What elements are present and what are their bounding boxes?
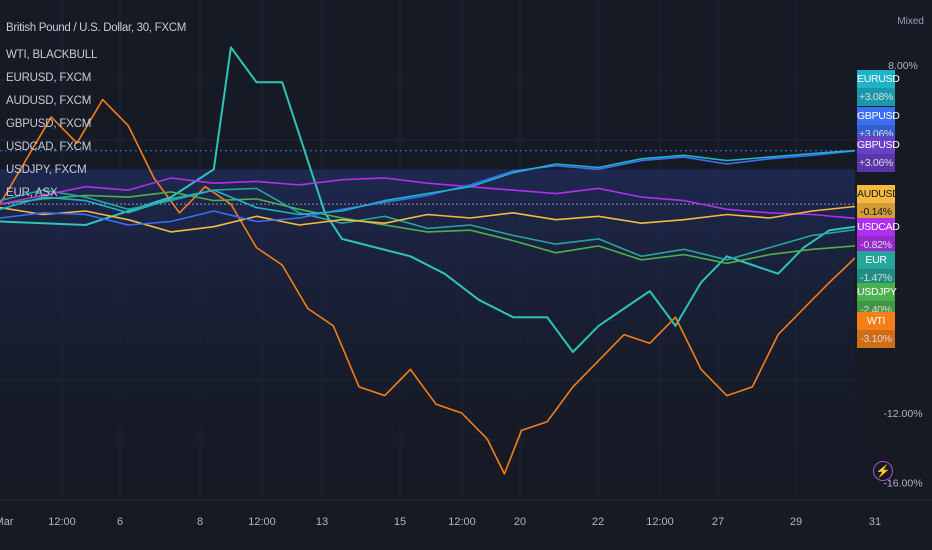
x-tick-label: 15 (394, 516, 406, 528)
series-line-eur (0, 187, 856, 261)
chart-title: British Pound / U.S. Dollar, 30, FXCM (6, 22, 186, 34)
price-tag-usdcad: USDCAD-0.82% (857, 218, 932, 254)
scale-mode-label[interactable]: Mixed (897, 16, 924, 27)
y-tick-label: 8.00% (888, 60, 918, 72)
legend-item[interactable]: EUR, ASX (6, 187, 58, 199)
y-tick-label: -12.00% (883, 408, 922, 420)
x-tick-label: 20 (514, 516, 526, 528)
x-tick-label: 6 (117, 516, 123, 528)
legend-item[interactable]: AUDUSD, FXCM (6, 95, 92, 107)
series-line-gbpusd (0, 150, 856, 226)
series-line-eurusd (0, 149, 856, 216)
x-tick-label: Mar (0, 516, 14, 528)
legend-item[interactable]: EURUSD, FXCM (6, 72, 92, 84)
legend-item[interactable]: USDCAD, FXCM (6, 141, 92, 153)
x-tick-label: 27 (712, 516, 724, 528)
x-tick-label: 8 (197, 516, 203, 528)
price-tag-audusd: AUDUSD-0.14% (857, 185, 932, 221)
legend-item[interactable]: WTI, BLACKBULL (6, 49, 98, 61)
lightning-icon[interactable]: ⚡ (873, 461, 893, 481)
y-tick-label: -16.00% (883, 478, 922, 490)
x-tick-label: 31 (869, 516, 881, 528)
x-tick-label: 29 (790, 516, 802, 528)
price-tag-gbpusd: GBPUSD+3.06% (857, 136, 932, 172)
series-line-wti (0, 98, 856, 475)
price-tag-wti: WTI-3.10% (857, 312, 932, 348)
series-line-usdjpy (0, 191, 856, 265)
series-area-fill (0, 169, 855, 500)
x-tick-label: 12:00 (48, 516, 76, 528)
price-tag-eurusd: EURUSD+3.08% (857, 70, 932, 106)
legend-item[interactable]: GBPUSD, FXCM (6, 118, 92, 130)
indicator-legend: WTI, BLACKBULL EURUSD, FXCM AUDUSD, FXCM GB… (6, 44, 97, 205)
price-tag-eur: EUR-1.47% (857, 251, 932, 287)
series-line-usdcad (0, 177, 856, 220)
x-tick-label: 22 (592, 516, 604, 528)
x-tick-label: 12:00 (448, 516, 476, 528)
x-tick-label: 13 (316, 516, 328, 528)
x-tick-label: 12:00 (248, 516, 276, 528)
price-tag-usdjpy: USDJPY-2.40% (857, 283, 932, 319)
x-tick-label: 12:00 (646, 516, 674, 528)
legend-item[interactable]: USDJPY, FXCM (6, 164, 87, 176)
price-tag-gbpusd: GBPUSD+3.06% (857, 107, 932, 143)
